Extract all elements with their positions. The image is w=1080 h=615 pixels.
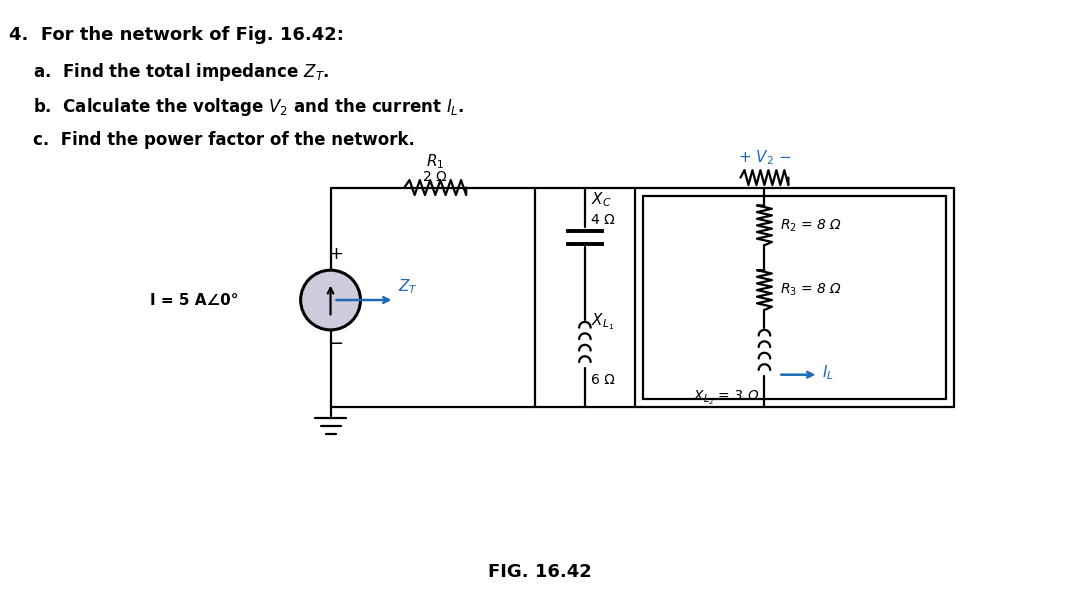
Text: +: + [328,245,343,263]
Circle shape [300,270,361,330]
Text: 6 Ω: 6 Ω [591,373,615,387]
Text: FIG. 16.42: FIG. 16.42 [488,563,592,581]
Text: $X_{L_2}$ = 3 Ω: $X_{L_2}$ = 3 Ω [692,389,759,407]
Text: 4.  For the network of Fig. 16.42:: 4. For the network of Fig. 16.42: [10,26,345,44]
Text: I = 5 A∠0°: I = 5 A∠0° [150,293,239,308]
Text: $X_{L_1}$: $X_{L_1}$ [591,311,613,332]
Text: 4 Ω: 4 Ω [591,213,615,228]
Text: $I_L$: $I_L$ [822,363,834,382]
Text: b.  Calculate the voltage $V_2$ and the current $I_L$.: b. Calculate the voltage $V_2$ and the c… [33,96,464,118]
Text: $R_2$ = 8 Ω: $R_2$ = 8 Ω [781,217,842,234]
Text: c.  Find the power factor of the network.: c. Find the power factor of the network. [33,131,415,149]
Text: a.  Find the total impedance $Z_T$.: a. Find the total impedance $Z_T$. [33,61,329,83]
Text: $X_C$: $X_C$ [591,191,611,209]
Text: 2 Ω: 2 Ω [423,170,447,183]
Text: + $V_2$ −: + $V_2$ − [738,148,791,167]
Text: −: − [328,335,343,353]
Text: $Z_T$: $Z_T$ [399,277,418,296]
Text: $R_3$ = 8 Ω: $R_3$ = 8 Ω [781,282,842,298]
Text: $R_1$: $R_1$ [427,152,445,170]
